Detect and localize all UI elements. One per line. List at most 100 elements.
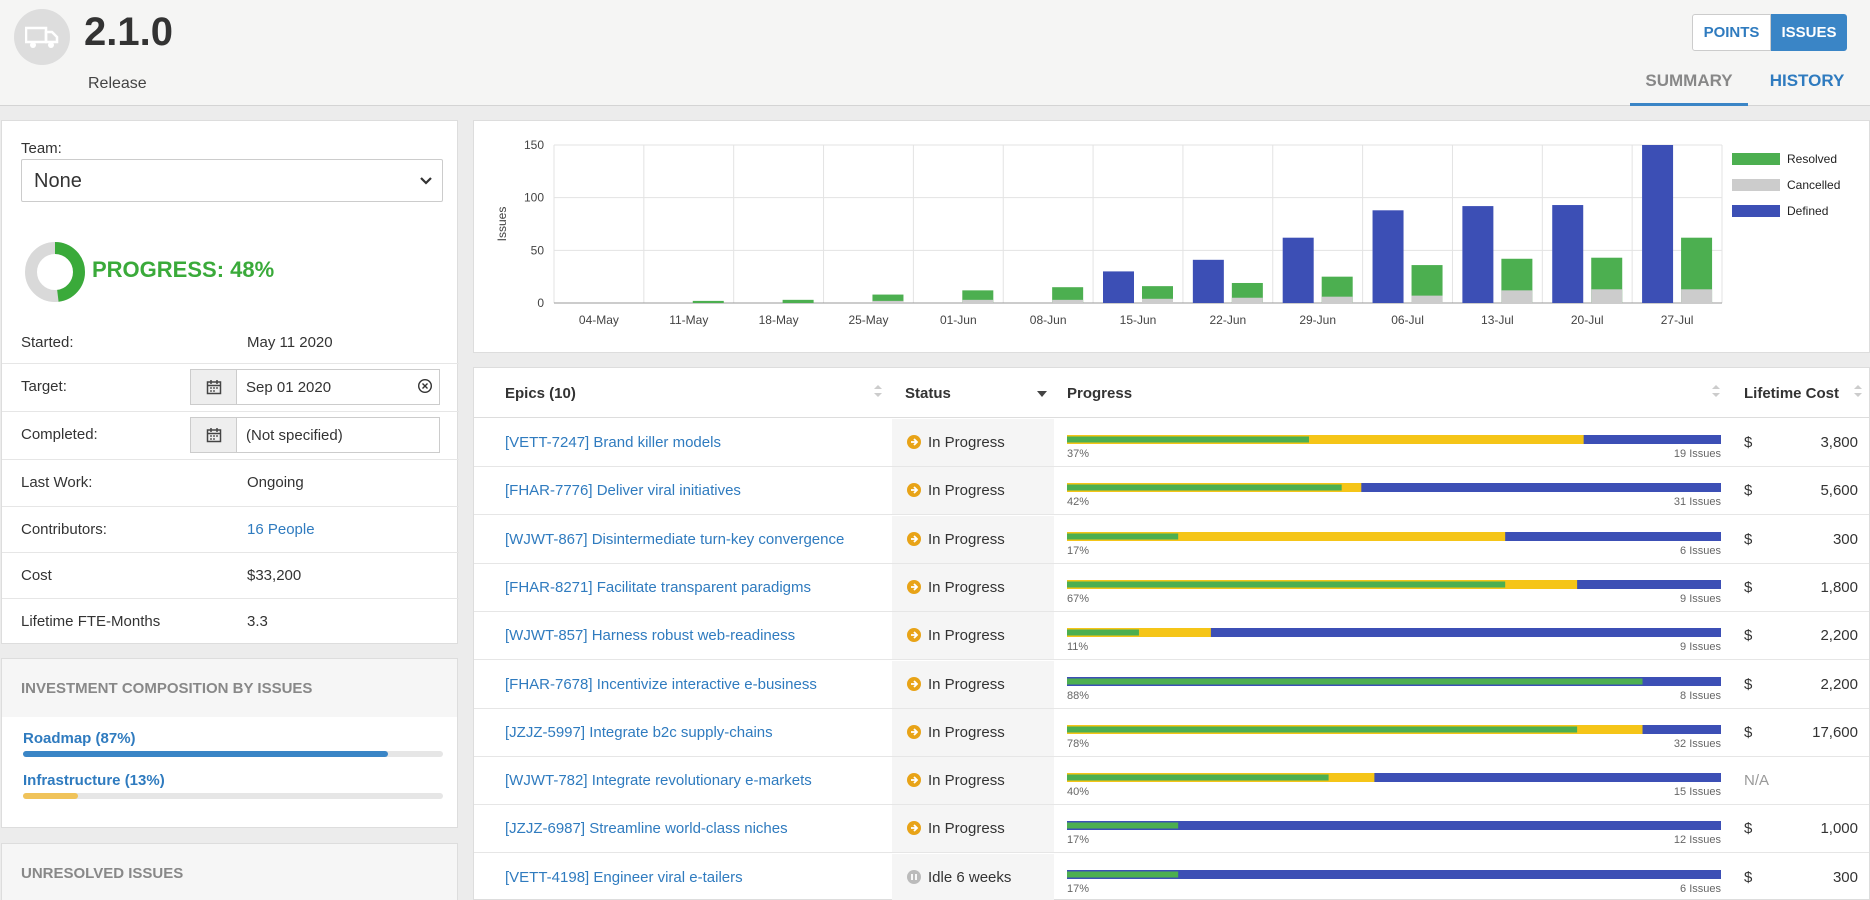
tab-summary[interactable]: SUMMARY (1630, 68, 1748, 106)
table-row: [WJWT-782] Integrate revolutionary e-mar… (474, 757, 1869, 806)
x-tick-label: 18-May (759, 313, 799, 327)
progress-percent: 17% (1067, 834, 1090, 847)
epic-key: [JZJZ-6987] (505, 820, 586, 838)
legend-swatch (1732, 179, 1780, 191)
epic-link[interactable]: [FHAR-7678] Incentivize interactive e-bu… (505, 676, 817, 693)
status-text: In Progress (928, 578, 1005, 596)
points-button[interactable]: POINTS (1692, 14, 1771, 51)
cost-currency: $ (1744, 868, 1753, 886)
epic-link[interactable]: [VETT-7247] Brand killer models (505, 434, 721, 451)
x-tick-label: 20-Jul (1571, 313, 1604, 327)
epic-name: Brand killer models (593, 434, 721, 451)
bar-defined (1552, 205, 1584, 303)
cost-currency: $ (1744, 578, 1753, 596)
lifetime-cost-header[interactable]: Lifetime Cost (1744, 385, 1840, 402)
unit-toggle: POINTS ISSUES (1692, 14, 1847, 51)
epic-key: [JZJZ-5997] (505, 723, 586, 741)
contributors-row: Contributors: 16 People (2, 506, 459, 553)
x-tick-label: 11-May (669, 313, 708, 327)
status-cell: In Progress (892, 515, 1054, 563)
y-tick-label: 50 (531, 243, 545, 257)
bar-defined (1372, 210, 1404, 303)
cost-value: $33,200 (247, 567, 302, 584)
table-row: [FHAR-7776] Deliver viral initiatives In … (474, 467, 1869, 516)
last-work-value: Ongoing (247, 474, 304, 491)
last-work-label: Last Work: (21, 474, 93, 491)
target-calendar-button[interactable] (190, 369, 237, 405)
investment-infrastructure-link[interactable]: Infrastructure (13%) (23, 772, 165, 789)
status-header[interactable]: Status (905, 385, 951, 402)
lifetime-cost-value: 5,600 (1820, 482, 1858, 500)
epic-link[interactable]: [FHAR-7776] Deliver viral initiatives (505, 482, 741, 499)
progress-percent: 11% (1067, 641, 1089, 654)
pause-circle-icon (906, 869, 922, 890)
completed-calendar-button[interactable] (190, 417, 237, 453)
release-subtitle: Release (88, 75, 147, 92)
legend-label: Resolved (1787, 152, 1837, 166)
table-row: [JZJZ-6987] Streamline world-class niche… (474, 805, 1869, 854)
legend-label: Defined (1787, 204, 1828, 218)
status-text: In Progress (928, 530, 1005, 548)
progress-bar (1067, 866, 1721, 879)
issues-button[interactable]: ISSUES (1771, 14, 1847, 51)
bar-defined (1103, 271, 1134, 303)
epic-link[interactable]: [WJWT-867] Disintermediate turn-key conv… (505, 531, 844, 548)
bar-resolved (782, 299, 814, 303)
sort-desc-icon[interactable] (1036, 386, 1048, 404)
fte-row: Lifetime FTE-Months 3.3 (2, 598, 459, 645)
clear-icon[interactable] (417, 378, 433, 398)
completed-date-input[interactable]: (Not specified) (236, 417, 440, 453)
status-cell: In Progress (892, 660, 1054, 708)
table-row: [WJWT-857] Harness robust web-readiness I… (474, 612, 1869, 661)
bar-cancelled (1501, 290, 1533, 303)
epic-link[interactable]: [VETT-4198] Engineer viral e-tailers (505, 869, 743, 886)
bar-cancelled (1142, 298, 1173, 303)
bar-defined (1192, 259, 1224, 303)
progress-header[interactable]: Progress (1067, 385, 1133, 402)
arrow-circle-icon (906, 434, 922, 455)
issues-chart-panel: 0 50 100 150 Issues 04-May 11-May 18-May 25-May 0… (473, 120, 1870, 353)
epic-key: [FHAR-7776] (505, 482, 593, 500)
x-tick-label: 01-Jun (940, 313, 977, 327)
lifetime-cost-value: 3,800 (1820, 434, 1858, 451)
epic-link[interactable]: [FHAR-8271] Facilitate transparent parad… (505, 579, 811, 596)
bar-cancelled (872, 300, 904, 303)
contributors-link[interactable]: 16 People (247, 521, 315, 538)
status-cell: In Progress (892, 708, 1054, 756)
x-tick-label: 29-Jun (1299, 313, 1336, 327)
epic-link[interactable]: [JZJZ-6987] Streamline world-class niche… (505, 820, 788, 837)
sort-icon[interactable] (1853, 383, 1863, 404)
epics-table: Epics (10) Status Progress Lifetime Cost… (473, 367, 1870, 900)
lifetime-cost-value: 1,000 (1820, 820, 1858, 838)
sort-icon[interactable] (873, 383, 883, 404)
team-select[interactable]: None (21, 159, 443, 202)
progress-percent: 78% (1067, 737, 1090, 750)
tab-history[interactable]: HISTORY (1769, 71, 1845, 90)
issue-count: 9 Issues (1680, 592, 1721, 605)
epics-header[interactable]: Epics (10) (505, 385, 576, 402)
table-row: [VETT-4198] Engineer viral e-tailers Idle… (474, 853, 1869, 900)
investment-roadmap-link[interactable]: Roadmap (87%) (23, 730, 136, 747)
arrow-circle-icon (906, 627, 922, 648)
x-tick-label: 22-Jun (1209, 313, 1246, 327)
issue-count: 31 Issues (1673, 496, 1721, 509)
sort-icon[interactable] (1711, 383, 1721, 404)
epic-link[interactable]: [WJWT-782] Integrate revolutionary e-mar… (505, 772, 812, 789)
arrow-circle-icon (906, 482, 922, 503)
epic-link[interactable]: [JZJZ-5997] Integrate b2c supply-chains (505, 724, 773, 741)
epic-name: Harness robust web-readiness (591, 627, 796, 645)
status-text: In Progress (928, 627, 1005, 645)
x-tick-label: 25-May (848, 313, 888, 327)
contributors-label: Contributors: (21, 521, 107, 538)
table-row: [WJWT-867] Disintermediate turn-key conv… (474, 515, 1869, 564)
target-date-input[interactable]: Sep 01 2020 (236, 369, 440, 405)
issue-count: 9 Issues (1680, 641, 1721, 654)
epic-link[interactable]: [WJWT-857] Harness robust web-readiness (505, 627, 795, 644)
x-tick-label: 06-Jul (1391, 313, 1424, 327)
started-label: Started: (21, 334, 74, 351)
calendar-icon (206, 380, 221, 395)
y-tick-label: 0 (537, 296, 544, 310)
progress-bar (1067, 769, 1721, 783)
investment-title: INVESTMENT COMPOSITION BY ISSUES (2, 659, 457, 717)
arrow-circle-icon (906, 579, 922, 600)
